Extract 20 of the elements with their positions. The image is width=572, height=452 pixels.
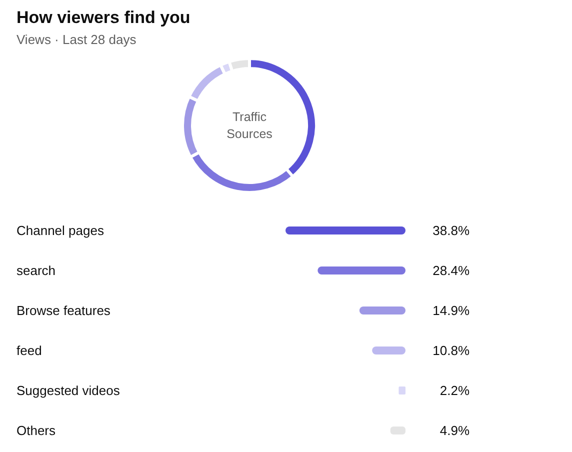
bar (372, 346, 406, 354)
bar (359, 306, 406, 314)
text: Views · Last 28 days (16, 32, 137, 47)
data-label: 10.8% (432, 343, 470, 358)
data-label: 38.8% (432, 223, 470, 238)
category-label: search (16, 263, 56, 278)
bar (398, 386, 406, 394)
category-label: Others (16, 423, 56, 438)
category-label: feed (16, 343, 42, 358)
bar (286, 226, 406, 234)
category-label: Browse features (16, 303, 110, 318)
data-label: 14.9% (432, 303, 470, 318)
bar (318, 266, 406, 274)
data-label: 4.9% (440, 423, 470, 438)
data-label: 2.2% (440, 383, 470, 398)
category-label: Suggested videos (16, 383, 120, 398)
text: Traffic Sources (226, 110, 272, 141)
chart-title: How viewers find you (16, 8, 190, 27)
category-label: Channel pages (16, 223, 104, 238)
data-label: 28.4% (432, 263, 470, 278)
